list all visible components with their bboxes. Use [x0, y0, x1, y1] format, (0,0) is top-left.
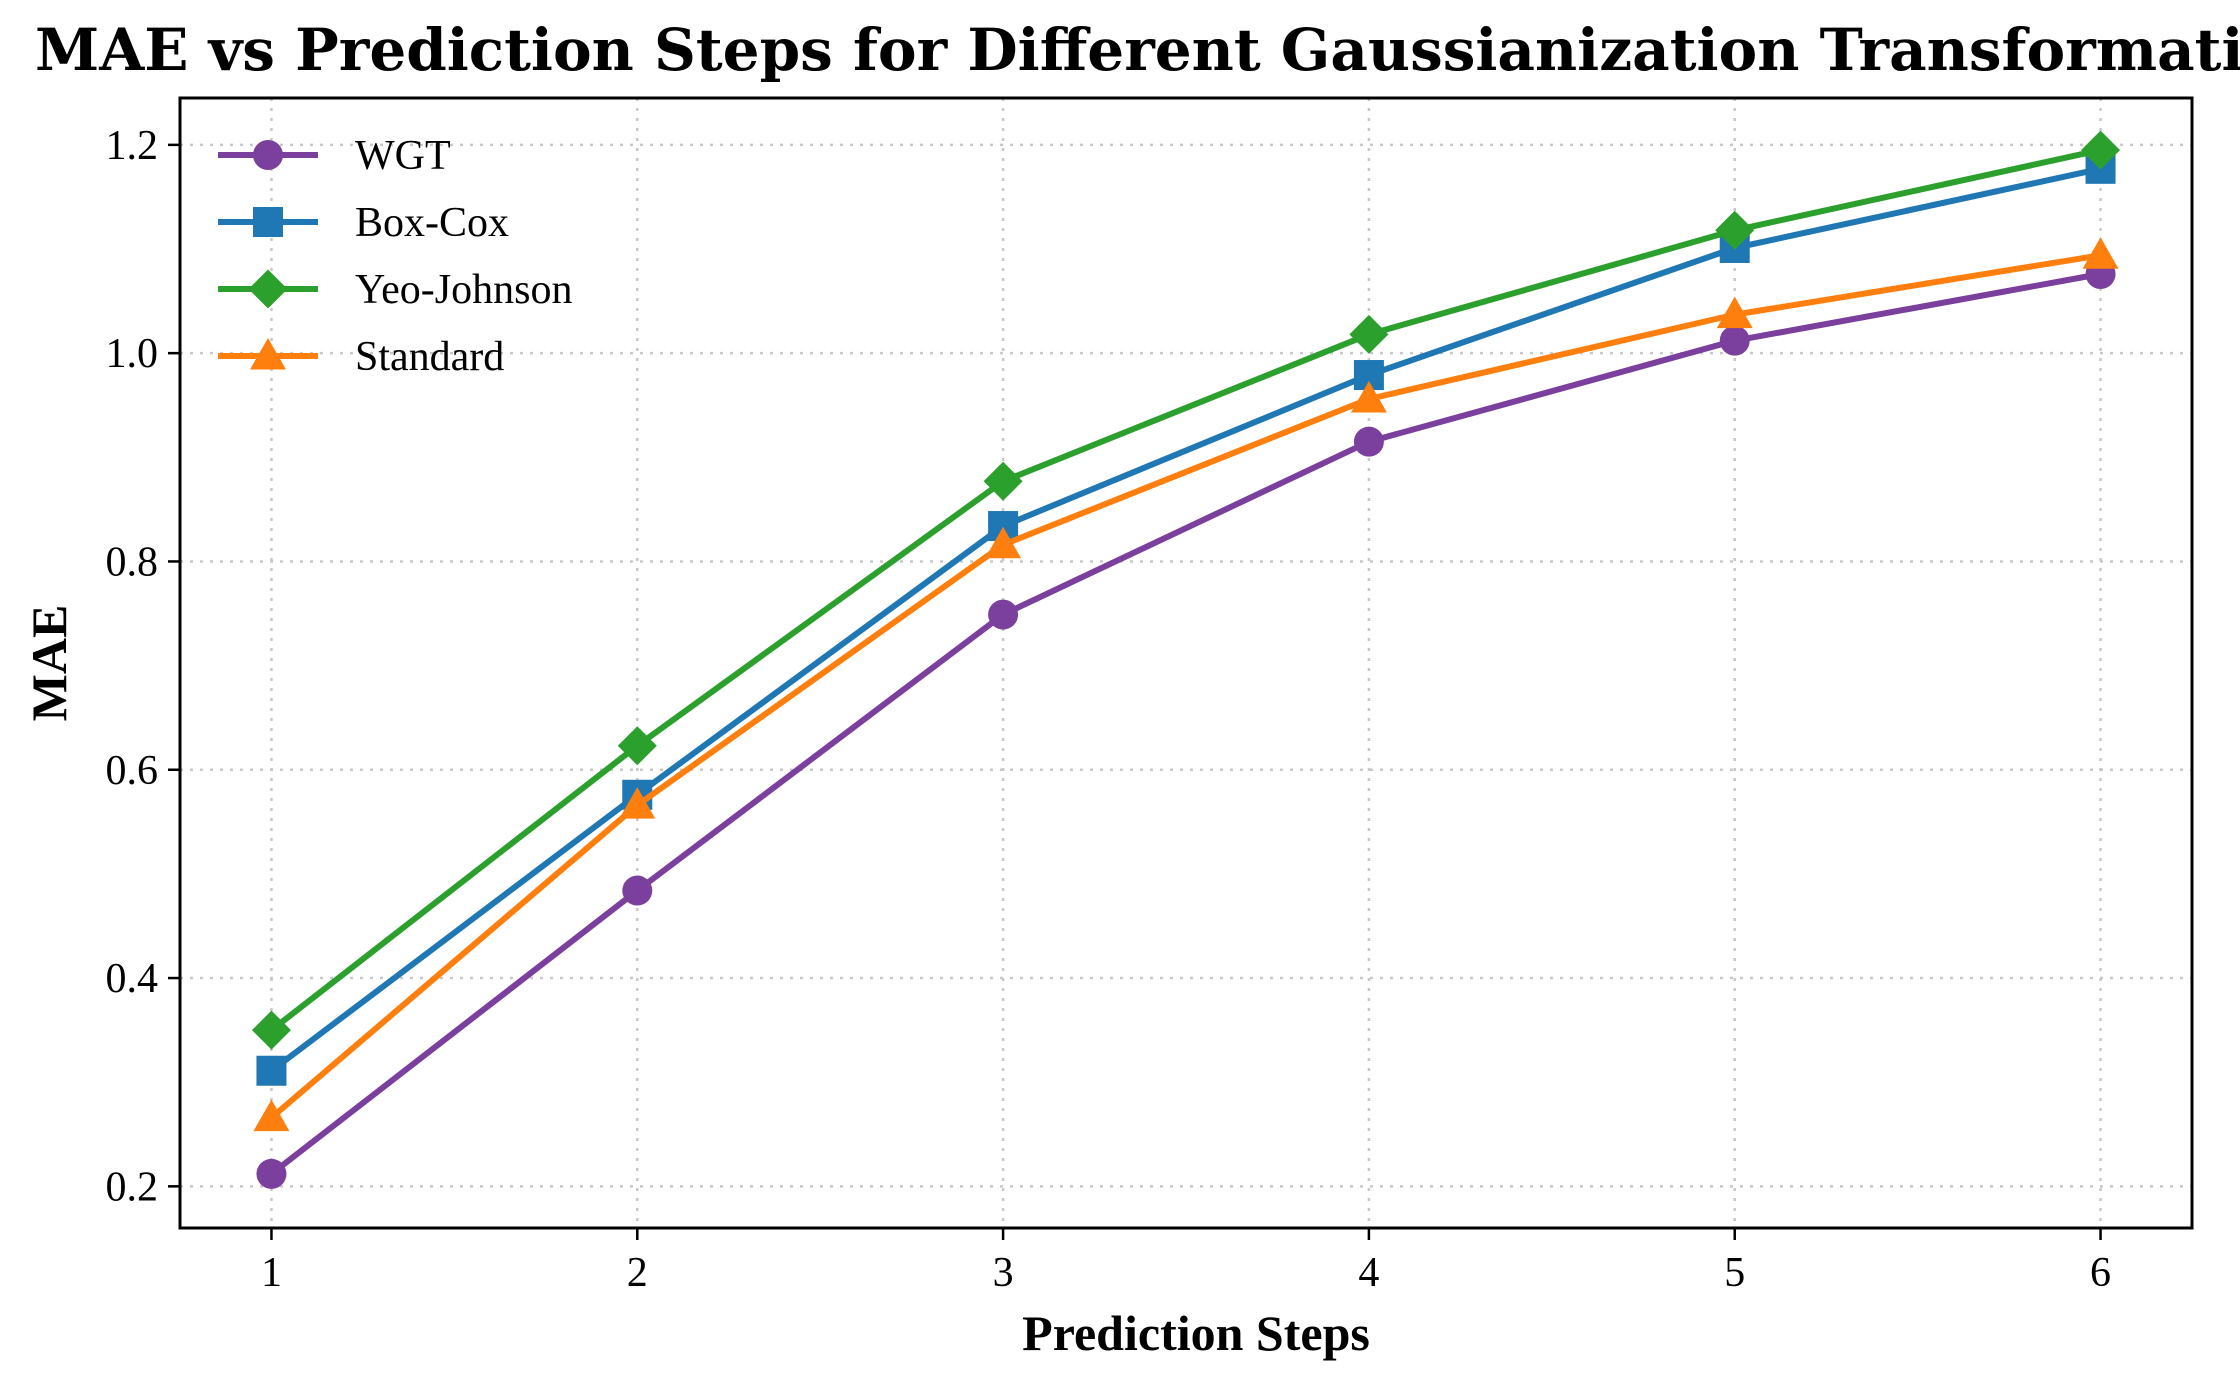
data-point-circle: [256, 1158, 287, 1189]
y-tick-label: 0.6: [106, 748, 159, 794]
series-wgt: [256, 259, 2116, 1189]
series-line: [269, 252, 2102, 1120]
data-point-square: [256, 1055, 287, 1086]
legend-marker-square: [253, 207, 283, 237]
legend-label: Yeo-Johnson: [355, 267, 572, 313]
plot-area-frame: [178, 96, 2194, 1230]
data-point-diamond: [2081, 130, 2121, 170]
series-line: [269, 271, 2102, 1177]
data-point-triangle: [253, 1099, 290, 1132]
y-axis-label: MAE: [21, 605, 77, 722]
series-yeo-johnson: [251, 130, 2121, 1050]
x-tick-label: 5: [1724, 1250, 1745, 1296]
legend-marker-circle: [253, 140, 283, 170]
legend-label: Box-Cox: [355, 200, 509, 246]
x-tick-label: 4: [1358, 1250, 1379, 1296]
data-point-diamond: [617, 726, 657, 766]
legend: WGT Box-Cox Yeo-Johnson Standard: [218, 133, 572, 380]
data-point-diamond: [983, 461, 1023, 501]
y-tick-label: 1.2: [106, 123, 159, 169]
chart-title: MAE vs Prediction Steps for Different Ga…: [35, 16, 2240, 84]
series-line: [269, 147, 2102, 1033]
legend-marker-diamond: [248, 269, 288, 309]
data-point-circle: [988, 599, 1019, 630]
legend-entry: Yeo-Johnson: [218, 267, 572, 313]
data-point-triangle: [2082, 237, 2119, 269]
x-tick-label: 3: [993, 1250, 1014, 1296]
series-layer: [251, 130, 2121, 1189]
legend-marker-triangle: [250, 338, 286, 370]
data-point-triangle: [1716, 296, 1753, 329]
legend-entry: Standard: [218, 334, 504, 380]
x-tick-label: 2: [627, 1250, 648, 1296]
series-standard: [253, 237, 2119, 1132]
y-tick-label: 0.8: [106, 539, 159, 585]
data-point-triangle: [985, 526, 1022, 559]
x-axis-label: Prediction Steps: [1022, 1305, 1370, 1361]
data-point-diamond: [251, 1010, 291, 1050]
data-point-diamond: [1715, 210, 1755, 250]
y-tick-label: 0.2: [106, 1164, 159, 1210]
data-point-circle: [622, 875, 653, 906]
y-tick-label: 1.0: [106, 331, 159, 377]
series-line: [269, 165, 2102, 1074]
x-tick-label: 6: [2090, 1250, 2111, 1296]
data-point-circle: [1353, 426, 1384, 457]
data-point-triangle: [619, 787, 656, 819]
legend-entry: WGT: [218, 133, 451, 179]
legend-label: WGT: [355, 133, 451, 179]
data-point-diamond: [1349, 314, 1389, 354]
legend-label: Standard: [355, 334, 504, 380]
axis-ticks: 1 2 3 4 5 6 0.2 0.4 0.6 0.8 1.0 1.2: [106, 123, 2112, 1296]
legend-entry: Box-Cox: [218, 200, 509, 246]
data-point-circle: [1719, 325, 1750, 356]
y-tick-label: 0.4: [106, 956, 159, 1002]
data-point-triangle: [1350, 380, 1387, 413]
x-tick-label: 1: [261, 1250, 282, 1296]
